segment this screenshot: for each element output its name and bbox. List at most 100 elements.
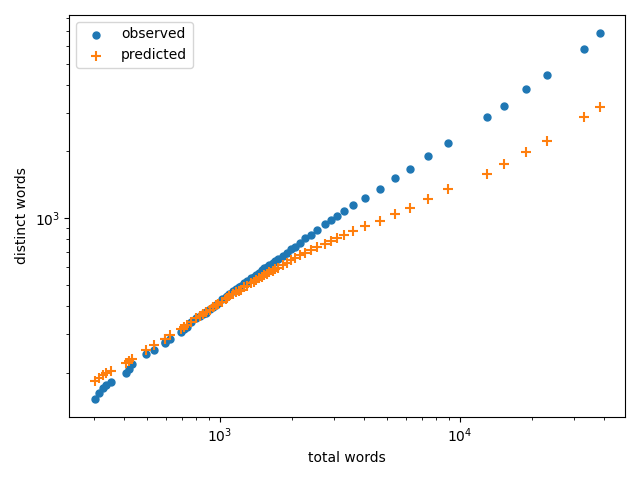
observed (217, 296, 227, 303)
predicted (253, 275, 264, 282)
observed (332, 212, 342, 220)
observed (339, 207, 349, 215)
observed (300, 235, 310, 242)
observed (270, 257, 280, 265)
observed (141, 350, 152, 358)
predicted (94, 374, 104, 382)
observed (241, 277, 252, 285)
observed (305, 231, 316, 239)
predicted (521, 148, 531, 156)
observed (320, 221, 330, 228)
observed (159, 339, 170, 347)
predicted (205, 306, 215, 313)
predicted (231, 288, 241, 296)
predicted (268, 267, 278, 275)
predicted (234, 287, 244, 295)
predicted (141, 346, 152, 354)
predicted (257, 273, 267, 280)
observed (202, 309, 212, 316)
predicted (198, 311, 208, 318)
observed (521, 85, 531, 93)
predicted (179, 323, 189, 331)
predicted (200, 309, 211, 316)
observed (195, 312, 205, 320)
predicted (164, 331, 175, 339)
observed (106, 378, 116, 385)
predicted (208, 303, 218, 311)
observed (248, 273, 259, 280)
observed (579, 45, 589, 53)
observed (120, 369, 131, 376)
observed (423, 152, 433, 159)
observed (262, 263, 272, 270)
observed (405, 165, 415, 172)
observed (228, 288, 238, 295)
observed (348, 201, 358, 209)
observed (148, 346, 159, 353)
predicted (264, 269, 275, 276)
observed (259, 264, 269, 272)
predicted (374, 217, 385, 225)
observed (224, 290, 234, 298)
observed (164, 335, 175, 342)
predicted (286, 256, 296, 264)
observed (273, 255, 283, 263)
observed (98, 384, 108, 392)
observed (208, 303, 218, 311)
predicted (160, 335, 170, 342)
predicted (120, 360, 131, 367)
predicted (481, 170, 492, 178)
predicted (213, 300, 223, 308)
predicted (443, 185, 453, 193)
observed (499, 102, 509, 109)
predicted (312, 243, 322, 251)
predicted (224, 292, 234, 300)
observed (390, 175, 400, 182)
predicted (148, 342, 159, 349)
predicted (339, 231, 349, 239)
observed (160, 338, 170, 346)
predicted (282, 259, 292, 266)
observed (124, 365, 134, 372)
predicted (182, 322, 192, 329)
observed (326, 216, 337, 224)
observed (176, 328, 186, 336)
predicted (195, 312, 205, 319)
observed (295, 239, 305, 247)
observed (251, 271, 261, 279)
observed (253, 269, 264, 276)
predicted (320, 240, 330, 248)
observed (268, 259, 278, 267)
predicted (273, 264, 283, 272)
predicted (101, 370, 111, 377)
predicted (270, 265, 280, 273)
observed (278, 252, 288, 259)
predicted (542, 137, 552, 145)
observed (239, 279, 249, 287)
predicted (222, 294, 232, 302)
predicted (228, 290, 238, 298)
predicted (106, 367, 116, 374)
observed (101, 381, 111, 389)
observed (200, 309, 211, 317)
predicted (202, 308, 212, 316)
predicted (236, 286, 246, 293)
observed (481, 113, 492, 121)
observed (191, 314, 201, 322)
observed (211, 300, 221, 308)
Y-axis label: distinct words: distinct words (15, 168, 29, 264)
observed (282, 249, 292, 256)
Legend: observed, predicted: observed, predicted (76, 22, 193, 68)
predicted (124, 357, 134, 365)
observed (236, 282, 246, 289)
predicted (221, 295, 231, 303)
predicted (348, 228, 358, 235)
X-axis label: total words: total words (308, 451, 386, 465)
observed (246, 274, 256, 282)
predicted (248, 278, 259, 286)
observed (443, 139, 453, 146)
predicted (127, 355, 137, 362)
observed (221, 293, 231, 300)
predicted (579, 113, 589, 121)
predicted (251, 276, 261, 284)
